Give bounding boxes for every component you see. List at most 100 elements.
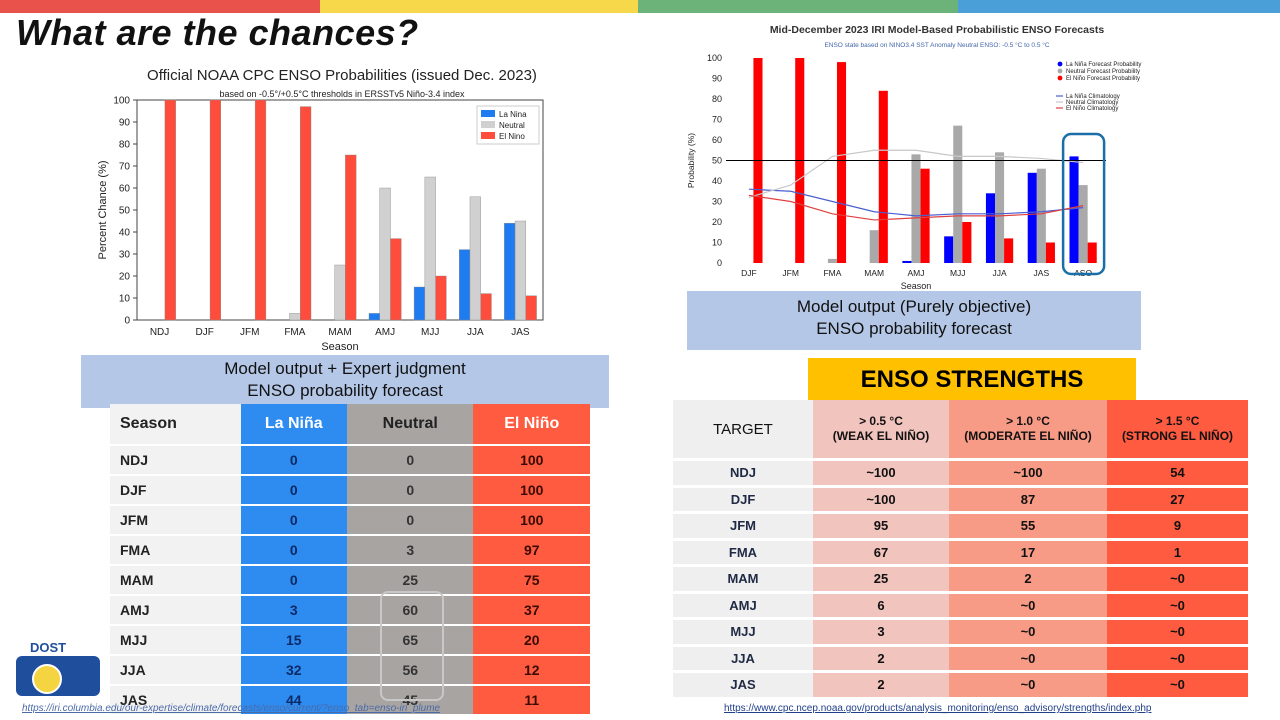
target-cell: JAS — [673, 673, 813, 700]
x-tick-label: JFM — [782, 268, 799, 278]
strong-threshold: > 1.5 °C — [1155, 414, 1200, 428]
bar-el-nino — [300, 106, 312, 321]
top-strip-red — [0, 0, 320, 13]
strong-cell: ~0 — [1107, 567, 1248, 594]
weak-cell: 3 — [813, 620, 949, 647]
bar-neutral — [869, 230, 879, 263]
header-neutral: Neutral — [346, 404, 474, 446]
y-tick-label: 20 — [119, 272, 131, 283]
strength-table-row: MAM 25 2 ~0 — [673, 567, 1248, 594]
strong-cell: ~0 — [1107, 620, 1248, 647]
legend-label: El Nino — [499, 132, 525, 141]
la-nina-cell: 0 — [240, 566, 347, 596]
noaa-caption-line-1: Model output + Expert judgment — [224, 359, 466, 378]
bar-el-nino — [209, 99, 221, 321]
bar-el — [836, 62, 847, 263]
y-tick-label: 0 — [124, 316, 130, 327]
strong-cell: ~0 — [1107, 646, 1248, 673]
y-tick-label: 0 — [717, 258, 722, 268]
x-axis-label: Season — [901, 281, 932, 290]
chart-title: Mid-December 2023 IRI Model-Based Probab… — [770, 24, 1105, 36]
bar-la — [944, 236, 954, 263]
prob-table-row: MJJ 15 65 20 — [110, 626, 590, 656]
la-nina-cell: 0 — [240, 476, 347, 506]
bar-la — [985, 193, 996, 263]
bar-el-nino — [480, 293, 492, 321]
weak-cell: 25 — [813, 567, 949, 594]
target-cell: AMJ — [673, 593, 813, 620]
la-nina-cell: 44 — [240, 686, 347, 716]
el-nino-cell: 20 — [473, 626, 590, 656]
weak-threshold: > 0.5 °C — [859, 414, 903, 428]
chart-title: Official NOAA CPC ENSO Probabilities (is… — [147, 67, 537, 84]
target-cell: DJF — [673, 487, 813, 514]
season-cell: AMJ — [110, 596, 241, 626]
header-weak: > 0.5 °C (WEAK EL NIÑO) — [813, 400, 949, 461]
neutral-cell: 0 — [346, 446, 474, 476]
climatology-line — [748, 149, 1084, 198]
bar-la-nina — [504, 222, 516, 321]
target-cell: MJJ — [673, 620, 813, 647]
moderate-cell: ~0 — [949, 646, 1107, 673]
chart-subtitle: ENSO state based on NINO3.4 SST Anomaly … — [824, 41, 1049, 49]
header-el-nino: El Niño — [473, 404, 590, 446]
x-tick-label: DJF — [741, 268, 757, 278]
y-axis-label: Probability (%) — [686, 133, 696, 188]
y-tick-label: 30 — [712, 197, 722, 207]
bar-el — [1045, 242, 1055, 263]
la-nina-cell: 15 — [240, 626, 347, 656]
season-cell: NDJ — [110, 446, 241, 476]
header-season: Season — [110, 404, 241, 446]
season-cell: JAS — [110, 686, 241, 716]
climatology-line — [748, 188, 1084, 217]
legend-label: Neutral Forecast Probability — [1066, 69, 1140, 75]
bar-neutral — [514, 220, 527, 321]
legend-swatch — [481, 132, 495, 139]
legend-dot — [1057, 61, 1063, 67]
target-cell: NDJ — [673, 461, 813, 488]
neutral-cell: 60 — [346, 596, 474, 626]
strong-cell: 27 — [1107, 487, 1248, 514]
strength-table-row: JAS 2 ~0 ~0 — [673, 673, 1248, 700]
bar-la-nina — [413, 286, 426, 321]
iri-source-link[interactable]: https://iri.columbia.edu/our-expertise/c… — [22, 703, 441, 714]
y-tick-label: 90 — [712, 74, 722, 84]
legend-dot — [1057, 68, 1063, 74]
bar-la-nina — [459, 249, 471, 321]
weak-cell: 95 — [813, 514, 949, 541]
neutral-cell: 0 — [346, 476, 474, 506]
slide-title: What are the chances? — [16, 12, 419, 53]
bar-el-nino — [525, 295, 537, 321]
prob-table-header: Season La Niña Neutral El Niño — [110, 404, 590, 446]
cpc-source-link[interactable]: https://www.cpc.ncep.noaa.gov/products/a… — [724, 703, 1152, 714]
prob-table-row: FMA 0 3 97 — [110, 536, 590, 566]
climatology-line — [748, 194, 1084, 221]
y-tick-label: 70 — [712, 115, 722, 125]
moderate-cell: 87 — [949, 487, 1107, 514]
iri-chart-caption: Model output (Purely objective) ENSO pro… — [687, 291, 1141, 350]
neutral-cell: 0 — [346, 506, 474, 536]
el-nino-cell: 100 — [473, 446, 590, 476]
y-tick-label: 30 — [119, 250, 131, 261]
y-tick-label: 90 — [119, 118, 131, 129]
x-tick-label: MJJ — [421, 327, 439, 338]
legend-label: La Niña Forecast Probability — [1066, 62, 1141, 68]
season-cell: JJA — [110, 656, 241, 686]
y-axis-label: Percent Chance (%) — [97, 160, 109, 259]
legend-label: El Niño Forecast Probability — [1066, 76, 1140, 82]
la-nina-cell: 0 — [240, 536, 347, 566]
el-nino-cell: 11 — [473, 686, 590, 716]
season-cell: FMA — [110, 536, 241, 566]
weak-cell: ~100 — [813, 461, 949, 488]
prob-table-row: JJA 32 56 12 — [110, 656, 590, 686]
target-cell: FMA — [673, 540, 813, 567]
y-tick-label: 70 — [119, 162, 131, 173]
strength-table-row: DJF ~100 87 27 — [673, 487, 1248, 514]
y-tick-label: 50 — [712, 156, 722, 166]
bar-el-nino — [345, 154, 357, 321]
el-nino-cell: 12 — [473, 656, 590, 686]
season-cell: JFM — [110, 506, 241, 536]
prob-table-row: AMJ 3 60 37 — [110, 596, 590, 626]
y-tick-label: 40 — [119, 228, 131, 239]
strong-cell: ~0 — [1107, 673, 1248, 700]
